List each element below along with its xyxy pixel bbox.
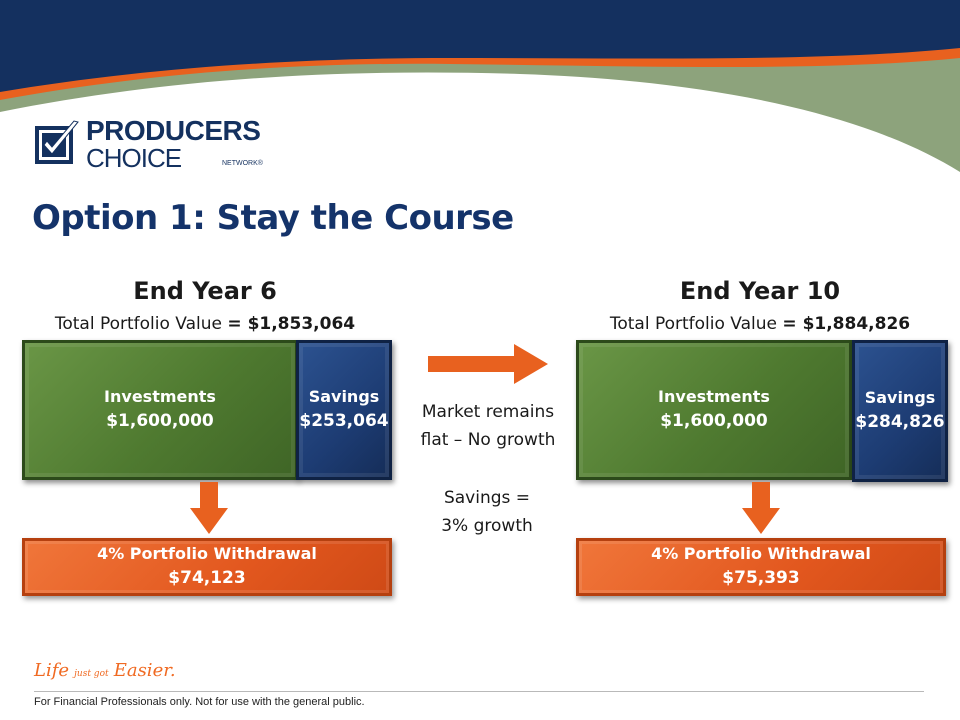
right-withdrawal-value: $75,393: [722, 568, 800, 588]
savings-note-line2: 3% growth: [441, 516, 533, 536]
market-note: Market remains flat – No growth: [403, 398, 573, 454]
right-investments-label: Investments: [658, 387, 770, 406]
savings-note-line1: Savings =: [443, 488, 531, 508]
tagline-life: Life: [34, 660, 70, 681]
right-block-heading: End Year 10: [679, 277, 841, 305]
right-savings-label: Savings: [864, 388, 936, 407]
tagline-just-got: just got: [74, 669, 109, 679]
left-block-heading: End Year 6: [133, 277, 277, 305]
arrow-right-icon: [428, 344, 548, 384]
logo-wordmark-choice: CHOICE: [86, 143, 182, 173]
arrow-down-icon: [742, 482, 780, 534]
left-investments-label: Investments: [104, 387, 216, 406]
savings-growth-note: Savings = 3% growth: [402, 484, 572, 540]
right-withdrawal-label: 4% Portfolio Withdrawal: [651, 544, 871, 563]
right-total-value: = $1,884,826: [782, 314, 911, 334]
right-total-label: Total Portfolio Value: [609, 314, 777, 334]
right-total-portfolio: Total Portfolio Value = $1,884,826: [574, 312, 946, 336]
footer-divider: [34, 691, 924, 692]
tagline-easier: Easier.: [113, 660, 176, 681]
left-savings-box: Savings $253,064: [296, 340, 392, 480]
logo-wordmark-network: NETWORK®: [222, 160, 263, 167]
left-savings-value: $253,064: [299, 411, 389, 431]
left-investments-value: $1,600,000: [106, 411, 214, 431]
left-savings-label: Savings: [308, 387, 380, 406]
checkmark-box-icon: [35, 120, 79, 164]
left-withdrawal-box: 4% Portfolio Withdrawal $74,123: [22, 538, 392, 596]
right-savings-value: $284,826: [855, 412, 945, 432]
right-savings-box: Savings $284,826: [852, 340, 948, 482]
left-total-value: = $1,853,064: [227, 314, 356, 334]
market-note-line2: flat – No growth: [420, 430, 556, 450]
footer-disclaimer: For Financial Professionals only. Not fo…: [34, 696, 365, 708]
company-logo: PRODUCERS CHOICE NETWORK®: [34, 116, 274, 172]
logo-wordmark-producers: PRODUCERS: [86, 115, 261, 146]
tagline-logo: Life just got Easier.: [34, 660, 194, 688]
right-investments-value: $1,600,000: [660, 411, 768, 431]
left-investments-box: Investments $1,600,000: [22, 340, 298, 480]
arrow-down-icon: [190, 482, 228, 534]
left-total-portfolio: Total Portfolio Value = $1,853,064: [20, 312, 390, 336]
right-withdrawal-box: 4% Portfolio Withdrawal $75,393: [576, 538, 946, 596]
left-withdrawal-value: $74,123: [168, 568, 246, 588]
left-withdrawal-label: 4% Portfolio Withdrawal: [97, 544, 317, 563]
right-investments-box: Investments $1,600,000: [576, 340, 852, 480]
page-title: Option 1: Stay the Course: [32, 198, 514, 238]
market-note-line1: Market remains: [421, 402, 555, 422]
header-swoosh-banner: [0, 0, 960, 172]
left-total-label: Total Portfolio Value: [54, 314, 222, 334]
